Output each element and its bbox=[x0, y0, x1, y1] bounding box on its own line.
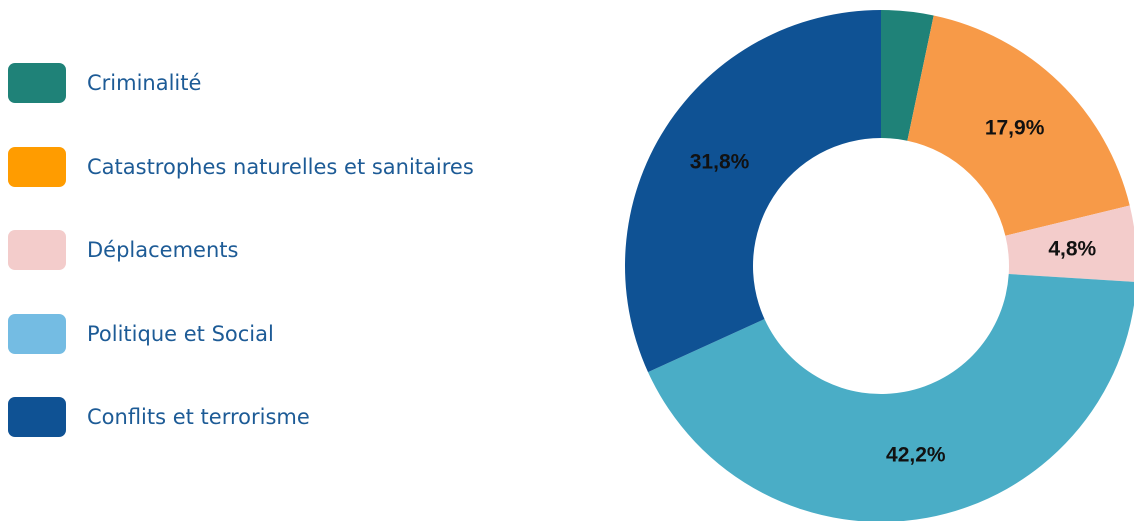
legend-item-politique: Politique et Social bbox=[8, 313, 568, 355]
donut-slice-2 bbox=[1005, 205, 1134, 282]
legend-label: Criminalité bbox=[87, 71, 202, 95]
legend-item-catastrophes: Catastrophes naturelles et sanitaires bbox=[8, 146, 568, 188]
legend-swatch bbox=[8, 230, 66, 270]
donut-value-labels: 17,9% 4,8% 42,2% 31,8% bbox=[690, 117, 1097, 467]
legend-item-conflits: Conflits et terrorisme bbox=[8, 396, 568, 438]
legend-label: Conflits et terrorisme bbox=[87, 405, 310, 429]
slice-value-label: 4,8% bbox=[1048, 238, 1096, 261]
donut-slice-0 bbox=[881, 10, 934, 141]
legend-swatch bbox=[8, 63, 66, 103]
legend-item-criminalite: Criminalité bbox=[8, 62, 568, 104]
donut-slices bbox=[625, 10, 1134, 521]
donut-slice-3 bbox=[648, 274, 1134, 521]
slice-value-label: 42,2% bbox=[886, 443, 946, 466]
legend-label: Déplacements bbox=[87, 238, 239, 262]
chart-legend: Criminalité Catastrophes naturelles et s… bbox=[8, 62, 568, 480]
donut-slice-1 bbox=[907, 15, 1130, 236]
legend-label: Catastrophes naturelles et sanitaires bbox=[87, 154, 474, 179]
legend-swatch bbox=[8, 146, 66, 187]
legend-label: Politique et Social bbox=[87, 321, 274, 346]
legend-item-deplacements: Déplacements bbox=[8, 229, 568, 271]
slice-value-label: 31,8% bbox=[690, 151, 750, 174]
legend-swatch bbox=[8, 313, 66, 354]
slice-value-label: 17,9% bbox=[985, 117, 1045, 140]
donut-slice-4 bbox=[625, 10, 881, 373]
legend-swatch bbox=[8, 397, 66, 437]
